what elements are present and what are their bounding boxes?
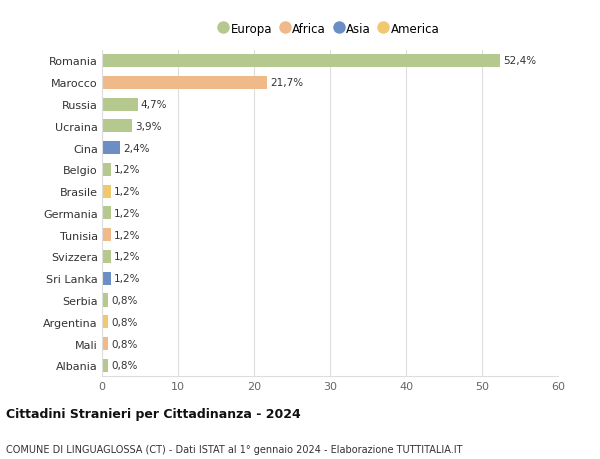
Bar <box>102 337 108 350</box>
Bar <box>102 120 131 133</box>
Bar <box>102 294 108 307</box>
Bar <box>102 163 111 177</box>
Bar <box>102 229 111 242</box>
Text: COMUNE DI LINGUAGLOSSA (CT) - Dati ISTAT al 1° gennaio 2024 - Elaborazione TUTTI: COMUNE DI LINGUAGLOSSA (CT) - Dati ISTAT… <box>6 444 463 454</box>
Bar <box>102 55 500 68</box>
Text: 0,8%: 0,8% <box>111 317 137 327</box>
Bar <box>102 98 138 112</box>
Text: 1,2%: 1,2% <box>114 230 140 240</box>
Bar <box>102 359 108 372</box>
Text: Cittadini Stranieri per Cittadinanza - 2024: Cittadini Stranieri per Cittadinanza - 2… <box>6 407 301 420</box>
Bar <box>102 207 111 220</box>
Bar <box>102 250 111 263</box>
Text: 0,8%: 0,8% <box>111 295 137 305</box>
Text: 1,2%: 1,2% <box>114 165 140 175</box>
Bar <box>102 185 111 198</box>
Text: 1,2%: 1,2% <box>114 252 140 262</box>
Bar <box>102 142 120 155</box>
Bar <box>102 272 111 285</box>
Legend: Europa, Africa, Asia, America: Europa, Africa, Asia, America <box>218 21 442 38</box>
Bar <box>102 77 267 90</box>
Text: 1,2%: 1,2% <box>114 208 140 218</box>
Text: 0,8%: 0,8% <box>111 360 137 370</box>
Text: 52,4%: 52,4% <box>503 56 536 67</box>
Text: 1,2%: 1,2% <box>114 274 140 284</box>
Text: 1,2%: 1,2% <box>114 187 140 197</box>
Text: 21,7%: 21,7% <box>270 78 303 88</box>
Text: 0,8%: 0,8% <box>111 339 137 349</box>
Text: 3,9%: 3,9% <box>134 122 161 132</box>
Text: 2,4%: 2,4% <box>123 143 150 153</box>
Text: 4,7%: 4,7% <box>141 100 167 110</box>
Bar <box>102 315 108 329</box>
